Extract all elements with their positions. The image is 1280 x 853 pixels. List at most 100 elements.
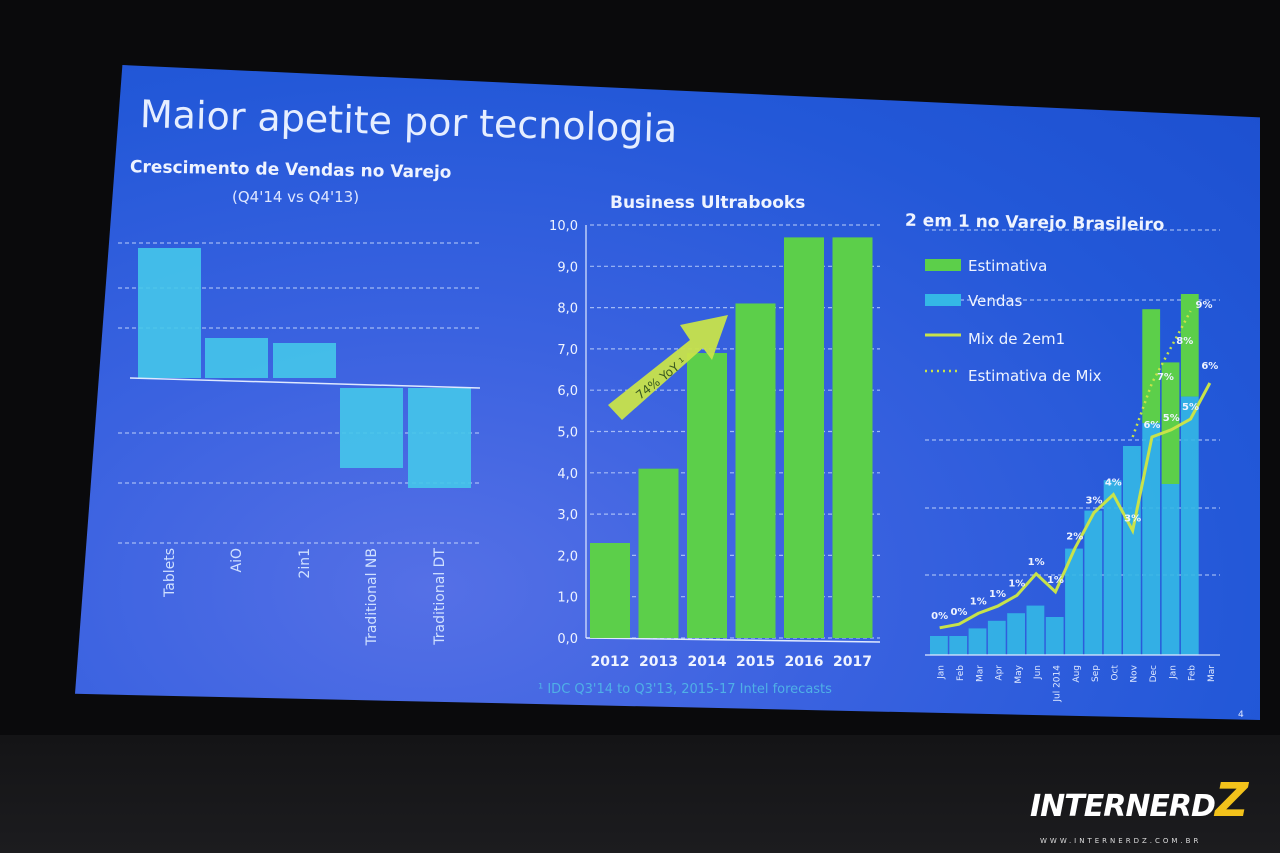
chart1-bar-2in1 xyxy=(273,343,336,378)
chart3-mix-label: 6% xyxy=(1143,420,1160,431)
chart2-ytick-label: 4,0 xyxy=(557,467,578,482)
chart3-month-label: Sep xyxy=(1091,665,1101,682)
legend-label: Estimativa xyxy=(968,257,1047,275)
chart3-sales-bar xyxy=(949,636,968,655)
chart3-sales-bar xyxy=(1161,484,1180,655)
chart2-xtick-label: 2015 xyxy=(736,654,775,670)
chart2-bar-2014 xyxy=(687,353,727,638)
chart2-bar-2016 xyxy=(784,237,824,638)
chart3-mix-estimate-label: 8% xyxy=(1176,336,1193,347)
page-number: 4 xyxy=(1238,710,1244,720)
chart3-mix-label: 1% xyxy=(1047,575,1064,586)
chart3-mix-label: 6% xyxy=(1201,361,1218,372)
chart2-ytick-label: 7,0 xyxy=(557,343,578,358)
chart1-bar-traditional-dt xyxy=(408,388,471,488)
chart3-sales-bar xyxy=(930,636,948,655)
chart2-bar-2017 xyxy=(832,237,873,638)
chart2-bar-2013 xyxy=(638,468,679,638)
chart2-xtick-label: 2014 xyxy=(688,654,727,670)
chart1-baseline xyxy=(129,377,481,389)
chart2-ytick-label: 10,0 xyxy=(549,219,578,234)
chart3-mix-label: 5% xyxy=(1163,413,1180,424)
chart3-mix-estimate-label: 7% xyxy=(1157,372,1174,383)
chart2-xtick-label: 2017 xyxy=(833,654,872,670)
chart1-category-label: 2in1 xyxy=(297,548,313,579)
chart1-bar-traditional-nb xyxy=(340,388,403,468)
chart2-ytick-label: 2,0 xyxy=(557,549,578,564)
chart1-category-label: Tablets xyxy=(162,548,178,598)
logo-z: Z xyxy=(1214,773,1248,827)
chart2-xtick-label: 2013 xyxy=(639,654,678,670)
chart3-estimate-bar xyxy=(1161,362,1180,484)
chart1-bar-aio xyxy=(205,338,268,378)
chart2-xtick-label: 2016 xyxy=(785,654,824,670)
chart3-sales-bar xyxy=(1180,396,1199,655)
chart3-month-label: Nov xyxy=(1130,664,1140,682)
chart3-month-label: Mar xyxy=(975,665,985,682)
chart3-month-label: Mar xyxy=(1207,665,1217,682)
chart3-month-label: Jun xyxy=(1033,665,1043,680)
chart3-month-label: Apr xyxy=(995,665,1005,681)
chart2-ytick-label: 9,0 xyxy=(557,260,578,275)
chart2-x-axis xyxy=(585,637,881,643)
chart3-sales-bar xyxy=(1103,480,1122,655)
chart3-mix-line xyxy=(939,382,1212,630)
legend-estimativa-swatch xyxy=(925,259,961,271)
chart2-ytick-label: 3,0 xyxy=(557,508,578,523)
chart3-sales-bar xyxy=(968,628,987,655)
chart3-mix-label: 0% xyxy=(931,611,948,622)
chart3-mix-label: 1% xyxy=(1008,578,1025,589)
chart2-ytick-label: 5,0 xyxy=(557,426,578,441)
chart3-month-label: Feb xyxy=(1188,665,1198,681)
chart3-mix-label: 1% xyxy=(1028,557,1045,568)
chart3-sales-bar xyxy=(1123,446,1141,655)
chart3-sales-bar xyxy=(1045,617,1064,655)
chart3-month-label: Jan xyxy=(1168,665,1178,680)
chart3-estimate-bar xyxy=(1180,294,1199,397)
chart1-category-label: AiO xyxy=(229,548,245,573)
legend-label: Mix de 2em1 xyxy=(968,330,1065,348)
legend-label: Estimativa de Mix xyxy=(968,367,1102,385)
chart2-ytick-label: 6,0 xyxy=(557,384,578,399)
chart3-mix-label: 0% xyxy=(950,607,967,618)
chart3-sales-bar xyxy=(1065,548,1083,655)
chart3-month-label: May xyxy=(1014,664,1024,683)
chart3-month-label: Feb xyxy=(956,665,966,681)
watermark-url: WWW.INTERNERDZ.COM.BR xyxy=(1040,837,1202,845)
chart3-mix-label: 4% xyxy=(1105,478,1122,489)
chart3-month-label: Dec xyxy=(1149,665,1159,682)
chart3-mix-estimate-label: 9% xyxy=(1196,300,1213,311)
chart3-sales-bar xyxy=(987,620,1006,655)
chart2-bar-2015 xyxy=(735,303,776,638)
chart3-sales-bar xyxy=(1142,423,1161,655)
chart3-mix-label: 2% xyxy=(1066,532,1083,543)
chart3-month-label: Oct xyxy=(1110,665,1120,681)
chart3-month-label: Jan xyxy=(937,665,947,680)
footnote: ¹ IDC Q3'14 to Q3'13, 2015-17 Intel fore… xyxy=(538,682,832,697)
chart2-xtick-label: 2012 xyxy=(591,654,630,670)
chart3-month-label: Jul 2014 xyxy=(1052,665,1062,703)
chart2-ytick-label: 1,0 xyxy=(557,591,578,606)
watermark-logo: INTERNERDZ xyxy=(1030,777,1248,824)
chart3-sales-bar xyxy=(1007,613,1025,655)
chart3-estimate-bar xyxy=(1142,309,1161,424)
chart3-mix-label: 5% xyxy=(1182,402,1199,413)
chart3-mix-label: 1% xyxy=(970,596,987,607)
chart2-ytick-label: 8,0 xyxy=(557,302,578,317)
chart2-bar-2012 xyxy=(590,543,630,638)
room-floor xyxy=(0,735,1280,853)
legend-vendas-swatch xyxy=(925,294,961,306)
chart3-mix-label: 3% xyxy=(1086,496,1103,507)
chart3-sales-bar xyxy=(1084,510,1103,655)
chart2-ytick-label: 0,0 xyxy=(557,632,578,647)
chart1-category-label: Traditional NB xyxy=(364,548,380,646)
chart1-category-label: Traditional DT xyxy=(432,548,448,646)
growth-arrow xyxy=(608,315,728,420)
legend-label: Vendas xyxy=(968,292,1023,310)
chart3-sales-bar xyxy=(1026,605,1045,655)
chart3-month-label: Aug xyxy=(1072,665,1082,683)
chart3-mix-label: 1% xyxy=(989,589,1006,600)
chart3-mix-label: 3% xyxy=(1124,514,1141,525)
chart1-bar-tablets xyxy=(138,248,201,378)
